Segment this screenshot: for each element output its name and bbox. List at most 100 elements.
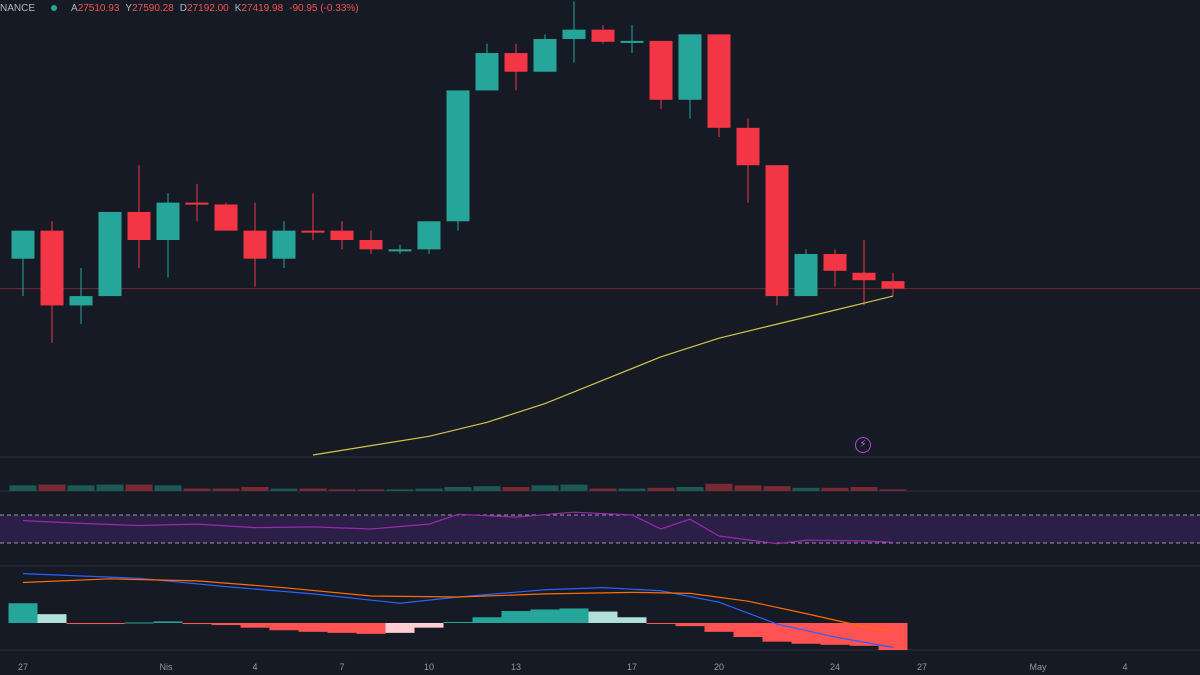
candle-body bbox=[823, 254, 847, 271]
candle-body bbox=[243, 230, 267, 259]
candle-body bbox=[359, 240, 383, 250]
volume-bar bbox=[270, 488, 298, 491]
macd-histogram-bar bbox=[124, 622, 154, 624]
candle-body bbox=[591, 29, 615, 42]
candle-body bbox=[649, 40, 673, 100]
candle-body bbox=[417, 221, 441, 250]
volume-bar bbox=[38, 484, 66, 491]
volume-bar bbox=[734, 485, 762, 491]
volume-bar bbox=[618, 488, 646, 491]
volume-bar bbox=[415, 488, 443, 491]
macd-histogram-bar bbox=[356, 622, 386, 634]
candle-body bbox=[852, 272, 876, 281]
volume-bar bbox=[125, 484, 153, 491]
volume-bar bbox=[502, 487, 530, 491]
candle-body bbox=[881, 281, 905, 289]
macd-histogram-bar bbox=[298, 622, 328, 632]
x-tick-label: 24 bbox=[829, 662, 841, 672]
ohlc-open: A27510.93 bbox=[71, 2, 120, 14]
macd-histogram-bar bbox=[385, 622, 415, 633]
volume-bar bbox=[647, 487, 675, 491]
candle-body bbox=[765, 165, 789, 297]
candle-body bbox=[11, 230, 35, 259]
macd-histogram-bar bbox=[762, 622, 792, 642]
rsi-band bbox=[0, 515, 1200, 543]
moving-average-line bbox=[312, 295, 894, 456]
macd-histogram-bar bbox=[211, 622, 241, 626]
macd-histogram-bar bbox=[501, 611, 531, 623]
macd-signal-line bbox=[22, 578, 894, 633]
volume-bar bbox=[96, 484, 124, 491]
candle-body bbox=[98, 211, 122, 297]
macd-histogram-bar bbox=[791, 622, 821, 644]
macd-histogram-bar bbox=[820, 622, 850, 645]
volume-bar bbox=[560, 484, 588, 491]
macd-histogram-bar bbox=[559, 608, 589, 623]
macd-histogram-bar bbox=[472, 617, 502, 623]
volume-bar bbox=[67, 485, 95, 491]
volume-bar bbox=[357, 489, 385, 491]
volume-bar bbox=[328, 489, 356, 491]
x-tick-label: 4 bbox=[252, 662, 258, 672]
candle-body bbox=[678, 34, 702, 100]
candle-body bbox=[620, 40, 644, 43]
x-tick-label: 27 bbox=[916, 662, 928, 672]
candle-body bbox=[562, 29, 586, 40]
macd-histogram-bar bbox=[240, 622, 270, 628]
candle-body bbox=[533, 39, 557, 72]
ohlc-low: D27192.00 bbox=[179, 2, 229, 14]
rsi-line bbox=[22, 511, 894, 545]
x-tick-label: 4 bbox=[1122, 662, 1128, 672]
macd-histogram-bar bbox=[153, 621, 183, 623]
candle-body bbox=[446, 90, 470, 222]
macd-histogram-bar bbox=[37, 614, 67, 623]
x-tick-label: 17 bbox=[626, 662, 638, 672]
volume-bar bbox=[386, 489, 414, 491]
volume-bar bbox=[183, 488, 211, 491]
ohlc-high: Y27590.28 bbox=[125, 2, 174, 14]
macd-histogram-bar bbox=[675, 622, 705, 627]
macd-histogram-bar bbox=[182, 622, 212, 625]
volume-bar bbox=[879, 489, 907, 491]
ohlc-close: K27419.98 bbox=[234, 2, 284, 14]
candle-body bbox=[69, 296, 93, 306]
volume-bar bbox=[850, 487, 878, 491]
x-tick-label: 27 bbox=[17, 662, 29, 672]
x-tick-label: Nis bbox=[159, 662, 173, 672]
candle-body bbox=[301, 230, 325, 233]
macd-histogram-bar bbox=[414, 622, 444, 628]
macd-histogram-bar bbox=[704, 622, 734, 632]
macd-line bbox=[22, 573, 894, 648]
macd-histogram-bar bbox=[646, 622, 676, 624]
x-tick-label: May bbox=[1029, 662, 1047, 672]
macd-histogram-bar bbox=[95, 622, 125, 625]
macd-histogram-bar bbox=[849, 622, 879, 646]
x-tick-label: 20 bbox=[713, 662, 725, 672]
volume-bar bbox=[531, 485, 559, 491]
volume-bar bbox=[705, 483, 733, 491]
x-tick-label: 10 bbox=[423, 662, 435, 672]
macd-histogram-bar bbox=[530, 609, 560, 623]
macd-histogram-bar bbox=[733, 622, 763, 638]
x-tick-label: 7 bbox=[339, 662, 345, 672]
volume-bar bbox=[241, 487, 269, 491]
candle-body bbox=[272, 230, 296, 259]
volume-bar bbox=[299, 488, 327, 491]
macd-histogram-bar bbox=[8, 603, 38, 623]
macd-histogram-bar bbox=[269, 622, 299, 631]
volume-bar bbox=[212, 488, 240, 491]
macd-histogram-bar bbox=[588, 611, 618, 623]
candle-body bbox=[185, 202, 209, 205]
volume-bar bbox=[589, 488, 617, 491]
ohlc-change: -90.95 (-0.33%) bbox=[289, 2, 359, 14]
candle-body bbox=[504, 53, 528, 72]
candle-body bbox=[707, 34, 731, 128]
volume-bar bbox=[473, 486, 501, 491]
volume-bar bbox=[676, 487, 704, 491]
lightning-icon[interactable]: ⚡ bbox=[855, 437, 871, 453]
chart-header: NANCE A27510.93 Y27590.28 D27192.00 K274… bbox=[0, 0, 359, 16]
macd-histogram-bar bbox=[617, 617, 647, 623]
macd-histogram-bar bbox=[443, 621, 473, 623]
volume-bar bbox=[444, 487, 472, 491]
